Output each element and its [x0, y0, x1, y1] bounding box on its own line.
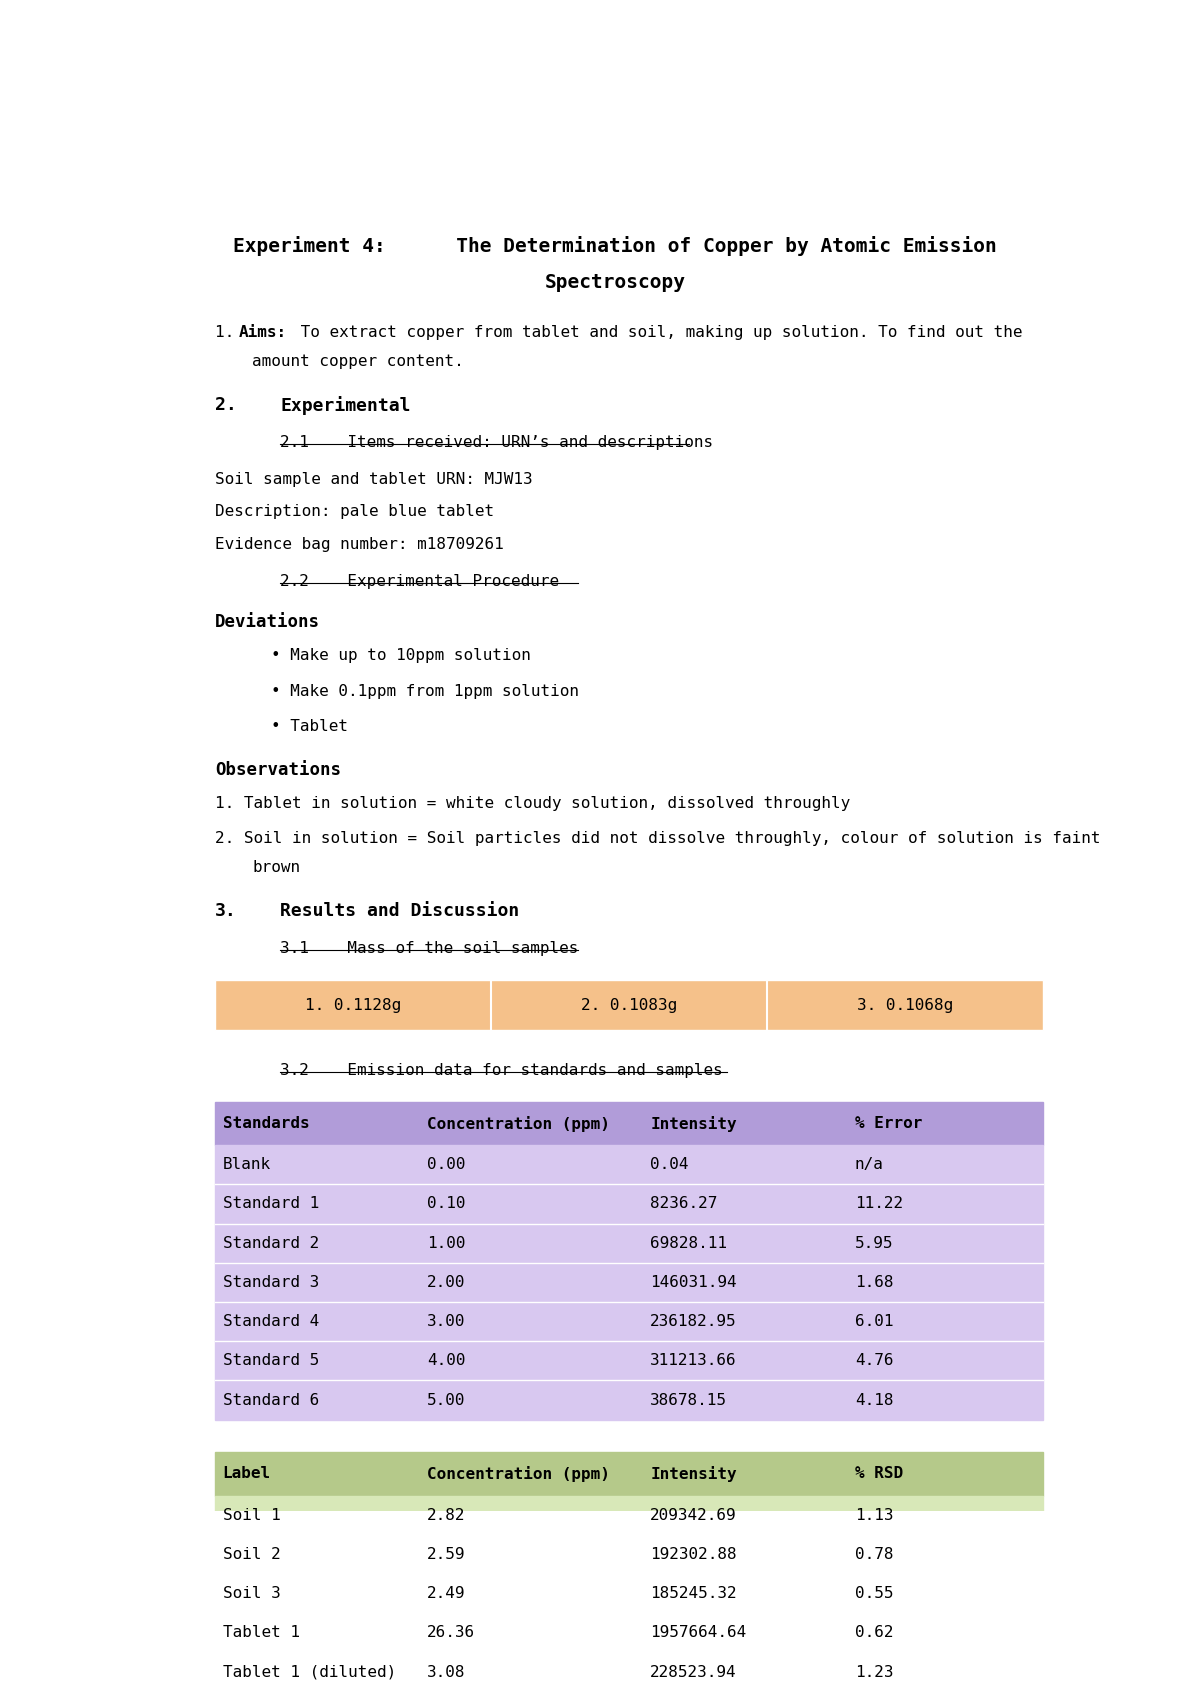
- Text: 1.13: 1.13: [854, 1508, 894, 1523]
- Text: % RSD: % RSD: [854, 1467, 904, 1481]
- Text: 1.68: 1.68: [854, 1275, 894, 1290]
- Text: Tablet 1: Tablet 1: [222, 1625, 300, 1640]
- Text: 4.18: 4.18: [854, 1392, 894, 1408]
- Text: Standard 4: Standard 4: [222, 1314, 319, 1330]
- Text: 1.23: 1.23: [854, 1664, 894, 1679]
- Text: 0.62: 0.62: [854, 1625, 894, 1640]
- Text: Concentration (ppm): Concentration (ppm): [427, 1465, 610, 1482]
- Text: 1957664.64: 1957664.64: [650, 1625, 746, 1640]
- FancyBboxPatch shape: [215, 1263, 1043, 1302]
- FancyBboxPatch shape: [215, 1224, 1043, 1263]
- Text: 3.08: 3.08: [427, 1664, 466, 1679]
- Text: Soil 2: Soil 2: [222, 1547, 281, 1562]
- FancyBboxPatch shape: [215, 1574, 1043, 1613]
- Text: 26.36: 26.36: [427, 1625, 475, 1640]
- Text: % Error: % Error: [854, 1116, 923, 1131]
- Text: 1. Tablet in solution = white cloudy solution, dissolved throughly: 1. Tablet in solution = white cloudy sol…: [215, 796, 851, 812]
- Text: 2. Soil in solution = Soil particles did not dissolve throughly, colour of solut: 2. Soil in solution = Soil particles did…: [215, 832, 1100, 846]
- Text: Deviations: Deviations: [215, 613, 320, 632]
- Text: 228523.94: 228523.94: [650, 1664, 737, 1679]
- Text: Label: Label: [222, 1467, 271, 1481]
- Text: 0.78: 0.78: [854, 1547, 894, 1562]
- Text: Concentration (ppm): Concentration (ppm): [427, 1116, 610, 1131]
- Text: Spectroscopy: Spectroscopy: [545, 273, 685, 292]
- Text: 209342.69: 209342.69: [650, 1508, 737, 1523]
- Text: 5.00: 5.00: [427, 1392, 466, 1408]
- Text: 1.00: 1.00: [427, 1236, 466, 1251]
- Text: Standard 2: Standard 2: [222, 1236, 319, 1251]
- Text: Observations: Observations: [215, 761, 341, 779]
- Text: 146031.94: 146031.94: [650, 1275, 737, 1290]
- Text: 2.49: 2.49: [427, 1586, 466, 1601]
- FancyBboxPatch shape: [215, 1380, 1043, 1420]
- Text: 5.95: 5.95: [854, 1236, 894, 1251]
- Text: 0.00: 0.00: [427, 1158, 466, 1172]
- Text: 3.00: 3.00: [427, 1314, 466, 1330]
- FancyBboxPatch shape: [215, 1496, 1043, 1535]
- Text: Soil sample and tablet URN: MJW13: Soil sample and tablet URN: MJW13: [215, 472, 533, 487]
- Text: Soil 1: Soil 1: [222, 1508, 281, 1523]
- Text: Standard 5: Standard 5: [222, 1353, 319, 1369]
- Text: 2. 0.1083g: 2. 0.1083g: [581, 998, 677, 1012]
- Text: Standard 3: Standard 3: [222, 1275, 319, 1290]
- Text: Tablet 1 (diluted): Tablet 1 (diluted): [222, 1664, 396, 1679]
- Text: To extract copper from tablet and soil, making up solution. To find out the: To extract copper from tablet and soil, …: [292, 326, 1022, 340]
- FancyBboxPatch shape: [215, 1535, 1043, 1574]
- Text: Standard 1: Standard 1: [222, 1197, 319, 1211]
- Text: amount copper content.: amount copper content.: [252, 355, 464, 368]
- Text: 236182.95: 236182.95: [650, 1314, 737, 1330]
- FancyBboxPatch shape: [215, 1613, 1043, 1652]
- Text: 0.04: 0.04: [650, 1158, 689, 1172]
- Text: Experimental: Experimental: [281, 396, 410, 414]
- Text: Evidence bag number: m18709261: Evidence bag number: m18709261: [215, 537, 504, 552]
- FancyBboxPatch shape: [215, 1144, 1043, 1185]
- Text: 2.: 2.: [215, 396, 236, 414]
- FancyBboxPatch shape: [215, 1185, 1043, 1224]
- Text: • Make up to 10ppm solution: • Make up to 10ppm solution: [271, 649, 530, 664]
- Text: Blank: Blank: [222, 1158, 271, 1172]
- FancyBboxPatch shape: [215, 1302, 1043, 1341]
- Text: 4.00: 4.00: [427, 1353, 466, 1369]
- FancyBboxPatch shape: [215, 1652, 1043, 1691]
- Text: 0.10: 0.10: [427, 1197, 466, 1211]
- Text: 4.76: 4.76: [854, 1353, 894, 1369]
- Text: brown: brown: [252, 861, 300, 874]
- Text: Description: pale blue tablet: Description: pale blue tablet: [215, 504, 494, 520]
- Text: Results and Discussion: Results and Discussion: [281, 902, 520, 920]
- Text: n/a: n/a: [854, 1158, 884, 1172]
- Text: 2.00: 2.00: [427, 1275, 466, 1290]
- Text: • Tablet: • Tablet: [271, 718, 348, 734]
- Text: 1. 0.1128g: 1. 0.1128g: [305, 998, 401, 1012]
- Text: Soil 3: Soil 3: [222, 1586, 281, 1601]
- Text: 3.1    Mass of the soil samples: 3.1 Mass of the soil samples: [281, 941, 578, 956]
- Text: 185245.32: 185245.32: [650, 1586, 737, 1601]
- Text: 2.2    Experimental Procedure: 2.2 Experimental Procedure: [281, 574, 559, 589]
- Text: 3.2    Emission data for standards and samples: 3.2 Emission data for standards and samp…: [281, 1063, 722, 1078]
- FancyBboxPatch shape: [215, 1341, 1043, 1380]
- Text: Standard 6: Standard 6: [222, 1392, 319, 1408]
- Text: 38678.15: 38678.15: [650, 1392, 727, 1408]
- Text: 1.: 1.: [215, 326, 244, 340]
- Text: 2.59: 2.59: [427, 1547, 466, 1562]
- FancyBboxPatch shape: [215, 1452, 1043, 1496]
- Text: • Make 0.1ppm from 1ppm solution: • Make 0.1ppm from 1ppm solution: [271, 684, 578, 698]
- Text: Aims:: Aims:: [239, 326, 287, 340]
- FancyBboxPatch shape: [215, 980, 1043, 1031]
- Text: 3. 0.1068g: 3. 0.1068g: [857, 998, 953, 1012]
- Text: 3.: 3.: [215, 902, 236, 920]
- Text: 69828.11: 69828.11: [650, 1236, 727, 1251]
- Text: Intensity: Intensity: [650, 1116, 737, 1131]
- Text: 8236.27: 8236.27: [650, 1197, 718, 1211]
- Text: 0.55: 0.55: [854, 1586, 894, 1601]
- Text: 192302.88: 192302.88: [650, 1547, 737, 1562]
- Text: 2.1    Items received: URN’s and descriptions: 2.1 Items received: URN’s and descriptio…: [281, 435, 713, 450]
- FancyBboxPatch shape: [215, 1102, 1043, 1144]
- Text: 2.82: 2.82: [427, 1508, 466, 1523]
- Text: Standards: Standards: [222, 1116, 310, 1131]
- Text: Experiment 4:      The Determination of Copper by Atomic Emission: Experiment 4: The Determination of Coppe…: [233, 236, 997, 256]
- Text: 311213.66: 311213.66: [650, 1353, 737, 1369]
- Text: 6.01: 6.01: [854, 1314, 894, 1330]
- Text: Intensity: Intensity: [650, 1465, 737, 1482]
- Text: 11.22: 11.22: [854, 1197, 904, 1211]
